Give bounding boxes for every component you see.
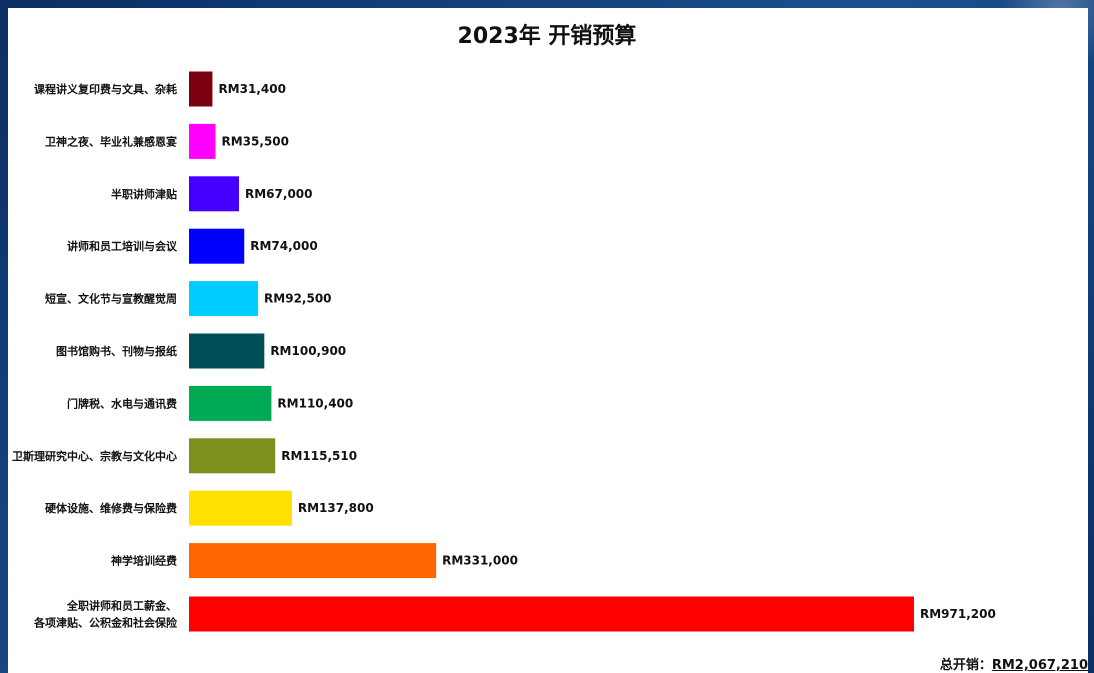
value-label-9: RM331,000 <box>442 554 518 568</box>
value-label-3: RM74,000 <box>250 239 318 253</box>
value-label-10: RM971,200 <box>920 607 996 621</box>
bar-5 <box>189 334 264 369</box>
total-expense: 总开销：RM2,067,210 <box>940 654 1088 673</box>
value-label-8: RM137,800 <box>298 501 374 515</box>
category-label-5: 图书馆购书、刊物与报纸 <box>56 344 177 358</box>
value-label-2: RM67,000 <box>245 187 313 201</box>
category-label-1: 卫神之夜、毕业礼兼感恩宴 <box>45 134 177 148</box>
category-label-0: 课程讲义复印费与文具、杂耗 <box>34 82 177 96</box>
category-label-7: 卫斯理研究中心、宗教与文化中心 <box>12 449 177 463</box>
category-label-8: 硬体设施、维修费与保险费 <box>45 501 177 515</box>
bar-1 <box>189 124 216 159</box>
value-label-4: RM92,500 <box>264 292 332 306</box>
category-label-9: 神学培训经费 <box>111 554 177 568</box>
bar-6 <box>189 386 271 421</box>
category-label-3: 讲师和员工培训与会议 <box>67 239 178 253</box>
category-label-2: 半职讲师津贴 <box>111 187 177 201</box>
value-label-7: RM115,510 <box>281 449 357 463</box>
bar-9 <box>189 543 436 578</box>
value-label-6: RM110,400 <box>277 396 353 410</box>
bar-4 <box>189 281 258 316</box>
bar-7 <box>189 438 275 473</box>
bar-8 <box>189 491 292 526</box>
value-label-0: RM31,400 <box>218 82 285 96</box>
category-label-4: 短宣、文化节与宣教醒觉周 <box>45 292 177 306</box>
category-label-10-1: 各项津贴、公积金和社会保险 <box>33 616 178 630</box>
category-label-6: 门牌税、水电与通讯费 <box>67 396 177 410</box>
bar-0 <box>189 72 212 107</box>
bar-3 <box>189 229 244 264</box>
total-value: RM2,067,210 <box>992 658 1088 673</box>
value-label-5: RM100,900 <box>270 344 346 358</box>
bar-2 <box>189 176 239 211</box>
total-label: 总开销： <box>940 658 992 673</box>
value-label-1: RM35,500 <box>222 134 290 148</box>
category-label-10-0: 全职讲师和员工薪金、 <box>66 599 177 613</box>
bar-10 <box>189 597 914 632</box>
